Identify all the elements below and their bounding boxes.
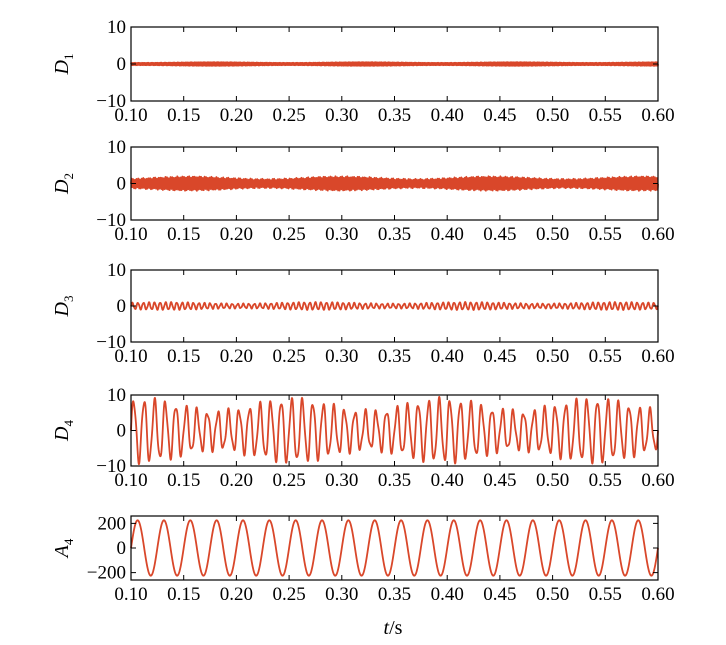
series-line — [130, 519, 659, 577]
y-tick-label: −200 — [87, 563, 126, 584]
x-tick-label: 0.45 — [483, 346, 516, 367]
series-line — [130, 61, 659, 67]
x-tick-label: 0.30 — [325, 346, 358, 367]
x-tick-label: 0.55 — [589, 105, 622, 126]
x-tick-label: 0.10 — [114, 584, 147, 605]
subplot-4: 10 0 −100.10 0.15 0.20 0.25 0.30 0.35 0.40 0.45 0.… — [51, 385, 675, 491]
y-tick-label: 10 — [107, 385, 126, 406]
y-tick-label: −10 — [96, 456, 126, 477]
y-tick-label: 10 — [107, 137, 126, 158]
x-tick-label: 0.55 — [589, 470, 622, 491]
x-tick-label: 0.50 — [536, 105, 569, 126]
x-tick-label: 0.25 — [272, 346, 305, 367]
y-tick-label: 0 — [117, 421, 127, 442]
y-axis-label: D3 — [51, 296, 76, 318]
x-tick-label: 0.35 — [378, 470, 411, 491]
y-tick-label: 10 — [107, 17, 126, 38]
x-tick-label: 0.50 — [536, 346, 569, 367]
x-tick-label: 0.60 — [641, 584, 674, 605]
x-tick-label: 0.55 — [589, 346, 622, 367]
x-tick-label: 0.60 — [641, 105, 674, 126]
x-tick-label: 0.50 — [536, 470, 569, 491]
x-tick-label: 0.30 — [325, 470, 358, 491]
x-tick-label: 0.40 — [431, 224, 464, 245]
x-tick-label: 0.15 — [167, 224, 200, 245]
x-tick-label: 0.40 — [431, 346, 464, 367]
y-tick-label: −10 — [96, 332, 126, 353]
x-tick-label: 0.10 — [114, 224, 147, 245]
y-tick-label: 10 — [107, 260, 126, 281]
y-tick-label: −10 — [96, 91, 126, 112]
x-tick-label: 0.60 — [641, 346, 674, 367]
x-tick-label: 0.20 — [220, 105, 253, 126]
series-line — [130, 395, 659, 466]
subplot-3: 10 0 −100.10 0.15 0.20 0.25 0.30 0.35 0.40 0.45 0.… — [51, 260, 675, 367]
y-axis-label: A4 — [51, 538, 76, 559]
x-tick-label: 0.25 — [272, 224, 305, 245]
x-tick-label: 0.20 — [220, 584, 253, 605]
x-tick-label: 0.45 — [483, 105, 516, 126]
x-tick-label: 0.10 — [114, 346, 147, 367]
y-tick-label: 0 — [117, 174, 127, 195]
y-axis-label: D2 — [51, 173, 76, 195]
x-tick-label: 0.35 — [378, 584, 411, 605]
x-tick-label: 0.60 — [641, 224, 674, 245]
x-tick-label: 0.45 — [483, 224, 516, 245]
x-tick-label: 0.45 — [483, 470, 516, 491]
x-axis-label: t/s — [384, 617, 403, 639]
x-tick-label: 0.10 — [114, 470, 147, 491]
x-tick-label: 0.55 — [589, 584, 622, 605]
x-tick-label: 0.20 — [220, 346, 253, 367]
x-tick-label: 0.35 — [378, 346, 411, 367]
y-tick-label: 0 — [117, 296, 127, 317]
x-tick-label: 0.40 — [431, 470, 464, 491]
x-tick-label: 0.60 — [641, 470, 674, 491]
x-tick-label: 0.15 — [167, 105, 200, 126]
x-tick-label: 0.15 — [167, 584, 200, 605]
y-tick-label: 200 — [98, 513, 127, 534]
series-line — [130, 175, 659, 192]
x-tick-label: 0.45 — [483, 584, 516, 605]
x-tick-label: 0.30 — [325, 105, 358, 126]
x-tick-label: 0.40 — [431, 105, 464, 126]
x-tick-label: 0.30 — [325, 224, 358, 245]
subplot-2: 10 0 −100.10 0.15 0.20 0.25 0.30 0.35 0.40 0.45 0.… — [51, 137, 675, 245]
x-tick-label: 0.10 — [114, 105, 147, 126]
x-tick-label: 0.15 — [167, 346, 200, 367]
x-tick-label: 0.30 — [325, 584, 358, 605]
x-tick-label: 0.50 — [536, 224, 569, 245]
x-tick-label: 0.20 — [220, 224, 253, 245]
x-tick-label: 0.35 — [378, 224, 411, 245]
x-tick-label: 0.55 — [589, 224, 622, 245]
x-tick-label: 0.25 — [272, 105, 305, 126]
x-tick-label: 0.25 — [272, 584, 305, 605]
y-axis-label: D4 — [51, 420, 76, 442]
x-tick-label: 0.40 — [431, 584, 464, 605]
x-tick-label: 0.15 — [167, 470, 200, 491]
x-tick-label: 0.25 — [272, 470, 305, 491]
x-tick-label: 0.50 — [536, 584, 569, 605]
x-tick-label: 0.35 — [378, 105, 411, 126]
y-tick-label: −10 — [96, 210, 126, 231]
y-tick-label: 0 — [117, 54, 127, 75]
y-tick-label: 0 — [117, 538, 127, 559]
series-line — [130, 301, 659, 311]
subplot-1: 10 0 −100.10 0.15 0.20 0.25 0.30 0.35 0.40 0.45 0.… — [51, 17, 675, 126]
y-axis-label: D1 — [51, 54, 76, 76]
x-tick-label: 0.20 — [220, 470, 253, 491]
